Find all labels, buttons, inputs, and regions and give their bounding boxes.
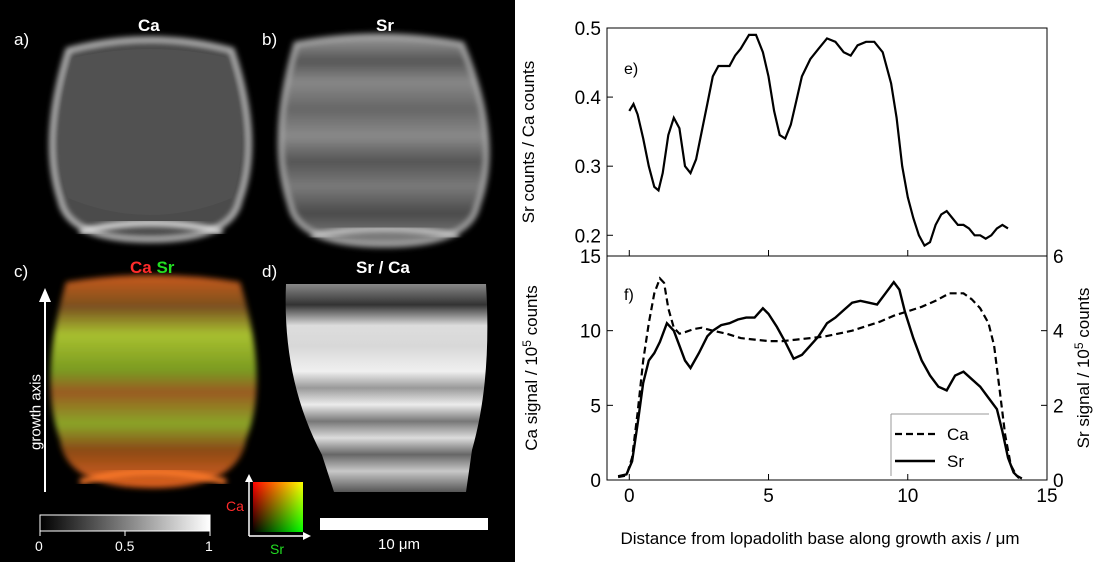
ylabel-left-text: Ca signal / 10 <box>522 347 541 451</box>
colorbar-tick-0.5: 0.5 <box>115 538 135 554</box>
ylabel-right-exp: 5 <box>1072 342 1086 349</box>
overlay-title-sr: Sr <box>156 258 175 277</box>
panel-label-b: b) <box>262 30 278 49</box>
color-legend <box>245 474 311 540</box>
growth-axis-arrow <box>39 288 51 492</box>
chart-f-x-ticks: 0 5 10 15 <box>624 474 1058 507</box>
panel-label-d: d) <box>262 262 278 281</box>
color-legend-sr-label: Sr <box>270 541 284 557</box>
chart-f-x-tick-label: 10 <box>897 486 918 507</box>
scale-bar <box>320 518 488 530</box>
ylabel-right-unit: counts <box>1074 288 1093 343</box>
chart-f-right-y-tick-label: 4 <box>1053 322 1064 343</box>
chart-f-ylabel-right: Sr signal / 105 counts <box>1072 288 1093 449</box>
ylabel-left-unit: counts <box>522 285 541 340</box>
chart-f-ca-line <box>617 276 1023 480</box>
chart-f-left-y-tick-label: 10 <box>580 322 601 343</box>
chart-f-right-y-tick-label: 6 <box>1053 247 1064 268</box>
chart-f-ylabel-left: Ca signal / 105 counts <box>520 285 541 450</box>
ylabel-left-exp: 5 <box>520 340 534 347</box>
chart-e-y-ticks: 0.2 0.3 0.4 0.5 <box>575 19 613 247</box>
chart-f-x-tick-label: 0 <box>624 486 635 507</box>
sr-image <box>277 33 490 248</box>
chart-f-sr-line <box>617 280 1021 479</box>
chart-f-right-y-ticks: 0 2 4 6 <box>1041 247 1064 492</box>
rgb-overlay-image <box>50 275 257 488</box>
chart-e-x-ticks <box>628 250 1048 256</box>
legend-ca-label: Ca <box>947 425 969 444</box>
ylabel-right-text: Sr signal / 10 <box>1074 349 1093 448</box>
chart-e-y-tick-label: 0.2 <box>575 226 601 247</box>
chart-f-left-y-ticks: 0 5 10 15 <box>580 247 613 492</box>
chart-e-ylabel: Sr counts / Ca counts <box>519 61 538 224</box>
microscopy-images <box>39 33 490 540</box>
panel-title-ratio: Sr / Ca <box>356 258 410 277</box>
colorbar-tick-0: 0 <box>35 538 43 554</box>
chart-f-left-y-tick-label: 5 <box>590 396 601 417</box>
microscopy-panel: a) Ca b) Sr c) Ca Sr d) Sr / Ca growth a… <box>0 0 515 562</box>
chart-f-right-y-tick-label: 0 <box>1053 471 1064 492</box>
panel-label-c: c) <box>14 262 29 281</box>
chart-e-frame <box>606 27 1048 257</box>
chart-f-legend: Ca Sr <box>890 413 989 476</box>
chart-e-y-tick-label: 0.5 <box>575 19 601 40</box>
legend-sr-label: Sr <box>947 452 964 471</box>
growth-axis-label: growth axis <box>27 374 45 450</box>
chart-e-y-tick-label: 0.4 <box>575 88 602 109</box>
panel-label-a: a) <box>14 30 30 49</box>
scale-bar-label: 10 μm <box>378 536 420 553</box>
panel-title-ca: Ca <box>138 16 160 35</box>
ratio-image <box>285 284 488 492</box>
chart-f-x-tick-label: 15 <box>1036 486 1057 507</box>
chart-f-left-y-tick-label: 15 <box>580 247 601 268</box>
chart-f-x-tick-label: 5 <box>763 486 774 507</box>
colorbar-tick-1: 1 <box>205 538 213 554</box>
chart-f-frame <box>606 255 1048 481</box>
chart-f-left-y-tick-label: 0 <box>590 471 601 492</box>
line-charts: 0.2 0.3 0.4 0.5 Sr counts / Ca counts e) 0 5… <box>519 19 1093 548</box>
chart-f-right-y-tick-label: 2 <box>1053 396 1064 417</box>
chart-f-xlabel: Distance from lopadolith base along grow… <box>620 529 1019 548</box>
ca-image <box>49 36 252 243</box>
chart-e-sr-ca-ratio-line <box>628 33 1009 248</box>
chart-e-y-tick-label: 0.3 <box>575 157 601 178</box>
grayscale-colorbar <box>39 514 211 536</box>
panel-title-sr: Sr <box>376 16 394 35</box>
chart-e-panel-label: e) <box>624 61 638 78</box>
overlay-title-ca: Ca <box>130 258 152 277</box>
panel-title-overlay: Ca Sr <box>130 258 174 278</box>
chart-f-panel-label: f) <box>624 287 634 304</box>
color-legend-ca-label: Ca <box>226 498 244 514</box>
